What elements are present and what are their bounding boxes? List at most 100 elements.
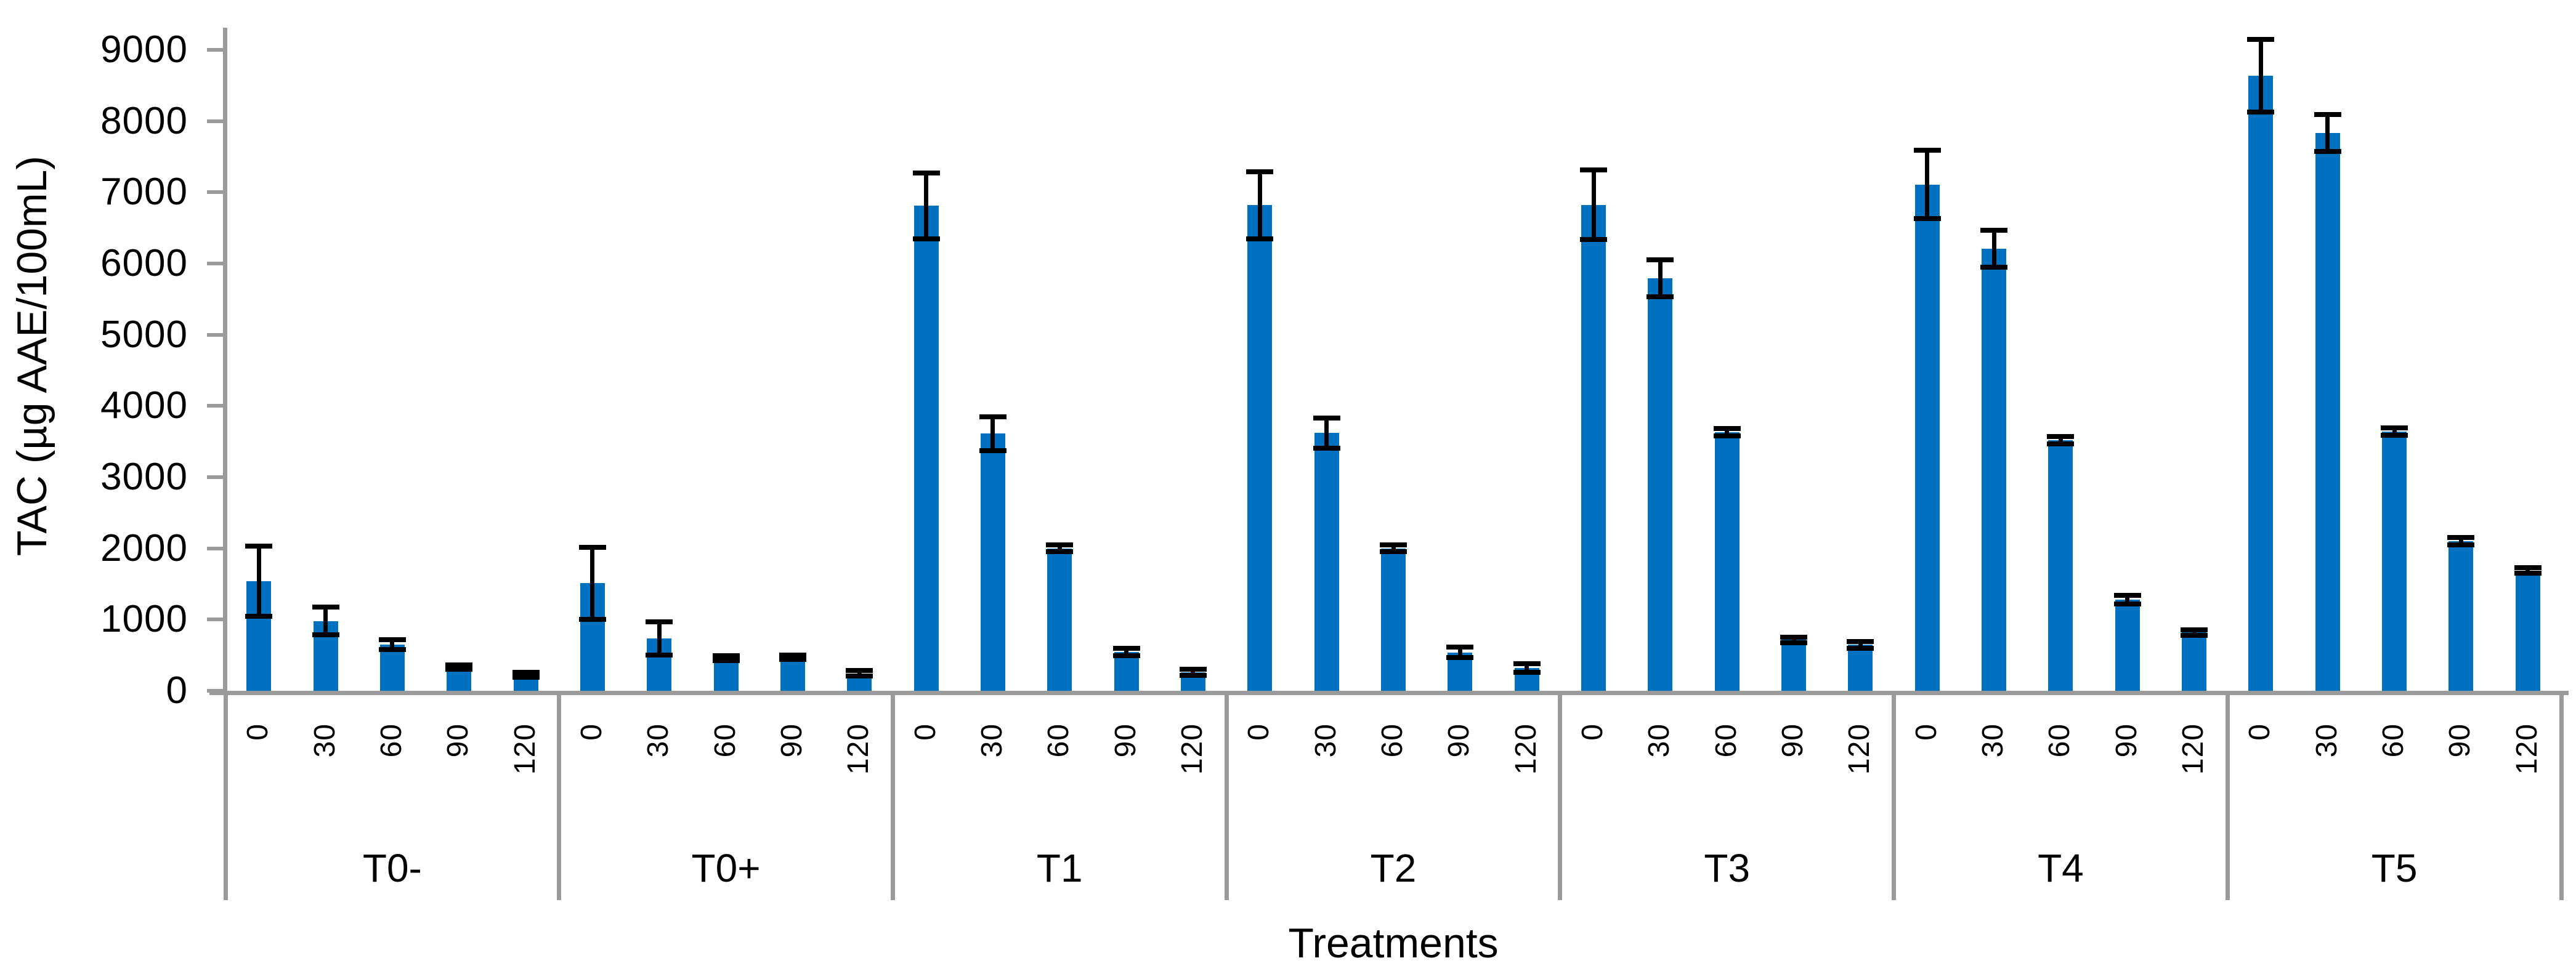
error-bar [1525, 664, 1529, 672]
time-label: 90 [775, 723, 808, 758]
error-cap-bottom [2247, 109, 2275, 115]
y-tick [207, 262, 225, 265]
time-label: 60 [1042, 723, 1075, 758]
time-label: 30 [308, 723, 341, 758]
error-bar [1591, 169, 1596, 240]
error-cap-top [2247, 36, 2275, 42]
time-label: 30 [975, 723, 1008, 758]
time-label: 60 [2043, 723, 2076, 758]
error-bar [590, 547, 595, 619]
time-label: 60 [708, 723, 742, 758]
time-label: 120 [1509, 723, 1542, 775]
y-tick [207, 190, 225, 195]
error-cap-bottom [2181, 632, 2208, 638]
error-cap-top [1913, 148, 1941, 153]
error-cap-top [2113, 593, 2141, 598]
error-cap-top [1246, 169, 1274, 174]
time-label: 0 [1576, 723, 1610, 741]
error-cap-top [1713, 426, 1741, 432]
y-tick-label: 7000 [100, 171, 188, 214]
group-label: T0+ [691, 846, 761, 890]
error-cap-top [1847, 638, 1874, 644]
y-tick [207, 618, 225, 622]
time-label: 90 [2444, 723, 2477, 758]
error-cap-bottom [779, 657, 806, 662]
error-cap-top [1513, 661, 1541, 667]
group-label: T2 [1370, 846, 1417, 890]
y-tick [207, 546, 225, 550]
time-label: 30 [1643, 723, 1676, 758]
error-cap-bottom [2113, 601, 2141, 606]
error-cap-top [2447, 535, 2475, 541]
error-cap-top [1580, 167, 1608, 172]
time-label: 30 [2310, 723, 2343, 758]
error-bar [2258, 39, 2263, 112]
error-cap-bottom [1380, 549, 1407, 555]
error-cap-top [1646, 257, 1674, 263]
error-cap-top [1313, 415, 1340, 421]
error-cap-bottom [912, 236, 940, 241]
y-tick [207, 332, 225, 337]
error-bar [1858, 641, 1863, 649]
bar [1714, 432, 1740, 691]
error-cap-bottom [979, 448, 1007, 453]
error-bar [524, 672, 529, 678]
error-cap-top [1780, 634, 1808, 640]
time-label: 0 [2243, 723, 2277, 741]
time-label: 30 [1977, 723, 2010, 758]
bar [2515, 570, 2540, 691]
group-label: T4 [2038, 846, 2084, 890]
error-cap-top [1046, 542, 1074, 547]
error-cap-top [646, 619, 673, 624]
y-tick-label: 9000 [100, 28, 188, 71]
error-cap-top [846, 668, 873, 674]
error-bar [1725, 429, 1730, 436]
error-cap-bottom [2381, 432, 2408, 438]
bar [1381, 548, 1406, 691]
bar [1114, 651, 1139, 691]
error-cap-top [2381, 425, 2408, 431]
error-cap-top [712, 653, 740, 659]
error-bar [2458, 537, 2463, 545]
error-cap-bottom [1713, 433, 1741, 438]
error-cap-top [445, 662, 473, 668]
error-cap-top [2314, 112, 2341, 118]
error-bar [1457, 647, 1462, 658]
error-cap-bottom [245, 614, 273, 619]
time-label: 120 [842, 723, 875, 775]
error-bar [1324, 417, 1329, 448]
bar [2248, 75, 2274, 691]
error-bar [2325, 115, 2330, 152]
bar [1982, 248, 2007, 691]
error-cap-bottom [2047, 441, 2075, 446]
error-bar [2525, 567, 2530, 574]
error-bar [323, 607, 328, 635]
error-cap-top [1112, 646, 1140, 651]
error-bar [990, 417, 995, 451]
group-separator [1892, 691, 1897, 900]
error-cap-top [245, 543, 273, 549]
error-cap-bottom [846, 674, 873, 679]
bar [1047, 548, 1072, 691]
error-bar [1925, 150, 1930, 219]
error-cap-bottom [2314, 149, 2341, 155]
error-cap-bottom [1179, 673, 1207, 678]
error-cap-bottom [1646, 294, 1674, 300]
time-label: 30 [642, 723, 675, 758]
error-cap-bottom [2514, 571, 2542, 576]
error-bar [2125, 595, 2130, 604]
y-tick-label: 2000 [100, 526, 188, 570]
y-tick-label: 6000 [100, 242, 188, 284]
time-label: 0 [575, 723, 608, 741]
bar [1648, 278, 1673, 691]
group-separator [2559, 691, 2564, 900]
error-bar [1991, 230, 1996, 267]
time-label: 60 [2377, 723, 2410, 758]
error-bar [2392, 428, 2397, 435]
error-cap-top [1179, 666, 1207, 672]
group-label: T1 [1036, 846, 1083, 890]
time-label: 90 [1443, 723, 1476, 758]
error-cap-top [1446, 645, 1474, 650]
error-cap-bottom [2447, 542, 2475, 547]
error-cap-bottom [646, 653, 673, 658]
